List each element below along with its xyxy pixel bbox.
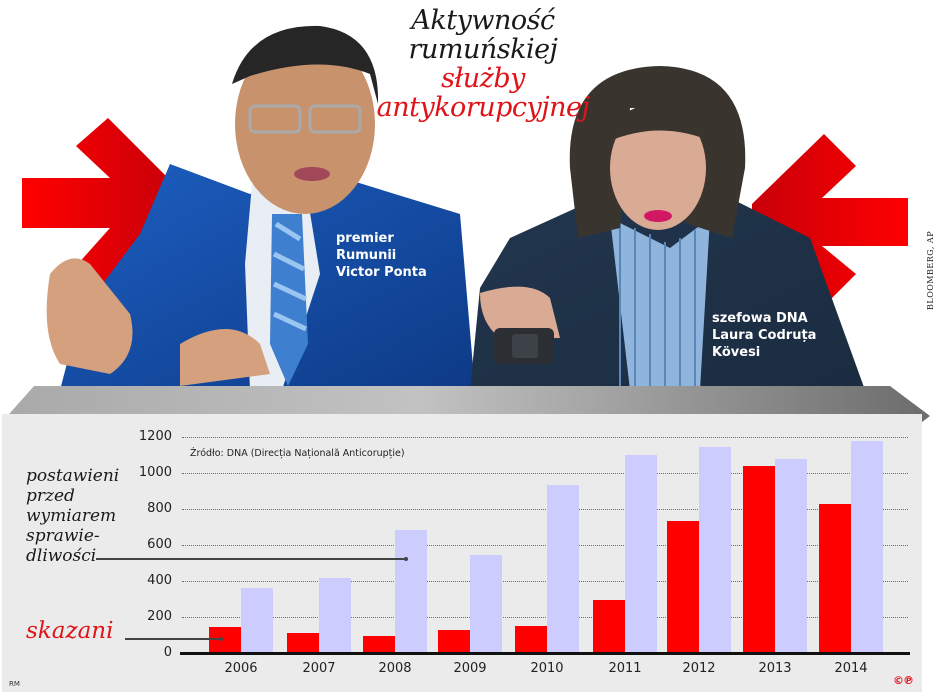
- caption-line: Rumunii: [336, 248, 397, 263]
- bar-skazani-2014: [819, 504, 851, 653]
- y-tick: 400: [147, 573, 172, 588]
- x-tick: 2010: [530, 661, 564, 676]
- caption-victor-ponta: premier Rumunii Victor Ponta: [336, 230, 427, 281]
- legend-line: postawieni: [26, 466, 120, 486]
- y-tick: 1200: [138, 429, 172, 444]
- legend-postawieni: postawieni przed wymiarem sprawie- dliwo…: [26, 466, 119, 566]
- y-tick: 200: [147, 609, 172, 624]
- photo-credit: BLOOMBERG, AP: [926, 230, 935, 310]
- bar-skazani-2008: [363, 636, 395, 653]
- bar-postawieni-2014: [851, 441, 883, 653]
- bar-postawieni-2010: [547, 485, 579, 653]
- leader-line-red: [125, 638, 222, 640]
- bar-skazani-2012: [667, 521, 699, 653]
- gridline-1000: [182, 473, 908, 474]
- x-tick: 2013: [758, 661, 792, 676]
- caption-line: premier: [336, 231, 394, 246]
- caption-laura-kovesi: szefowa DNA Laura Codruța Kövesi: [712, 310, 816, 361]
- page-title: Aktywność rumuńskiej służby antykorupcyj…: [368, 6, 598, 122]
- y-tick: 800: [147, 501, 172, 516]
- gridline-800: [182, 509, 908, 510]
- bar-skazani-2013: [743, 466, 775, 653]
- legend-line: dliwości: [26, 546, 97, 566]
- gridline-600: [182, 545, 908, 546]
- bar-skazani-2009: [438, 630, 470, 653]
- x-tick: 2012: [682, 661, 716, 676]
- bar-postawieni-2006: [241, 588, 273, 653]
- leader-dot-red: [219, 637, 223, 641]
- x-tick: 2014: [834, 661, 868, 676]
- gridline-1200: [182, 437, 908, 438]
- y-tick: 1000: [138, 465, 172, 480]
- photo-victor-ponta: [46, 25, 475, 390]
- caption-line: szefowa DNA: [712, 311, 808, 326]
- source-note: Źródło: DNA (Direcția Națională Anticoru…: [190, 448, 405, 459]
- y-tick: 0: [163, 645, 172, 660]
- title-line-3: służby: [441, 63, 525, 94]
- bar-postawieni-2008: [395, 530, 427, 653]
- x-tick: 2011: [608, 661, 642, 676]
- bar-postawieni-2012: [699, 447, 731, 653]
- bar-postawieni-2013: [775, 459, 807, 653]
- leader-line-blue: [96, 558, 406, 560]
- caption-line: Laura Codruța: [712, 328, 817, 343]
- bar-postawieni-2011: [625, 455, 657, 653]
- title-line-2: rumuńskiej: [408, 34, 558, 65]
- gridline-400: [182, 581, 908, 582]
- legend-line: przed: [26, 486, 75, 506]
- photo-laura-kovesi: [470, 66, 865, 390]
- x-tick: 2009: [453, 661, 487, 676]
- title-line-4: antykorupcyjnej: [376, 92, 590, 123]
- x-tick: 2007: [302, 661, 336, 676]
- legend-line: sprawie-: [26, 526, 100, 546]
- bar-skazani-2011: [593, 600, 625, 653]
- legend-skazani: skazani: [26, 618, 114, 644]
- platform-top: [2, 386, 930, 422]
- leader-dot-blue: [404, 557, 408, 561]
- legend-line: wymiarem: [26, 506, 117, 526]
- bar-skazani-2007: [287, 633, 319, 653]
- caption-line: Victor Ponta: [336, 265, 427, 280]
- caption-line: Kövesi: [712, 345, 761, 360]
- bar-skazani-2010: [515, 626, 547, 653]
- bar-postawieni-2007: [319, 578, 351, 653]
- title-line-1: Aktywność: [411, 5, 555, 36]
- copyright-icon: ©℗: [893, 674, 914, 687]
- x-tick: 2008: [378, 661, 412, 676]
- bar-postawieni-2009: [470, 555, 502, 653]
- bar-skazani-2006: [209, 627, 241, 653]
- y-tick: 600: [147, 537, 172, 552]
- x-tick: 2006: [224, 661, 258, 676]
- gridline-200: [182, 617, 908, 618]
- x-axis: [180, 652, 910, 655]
- author-initials: RM: [9, 680, 20, 688]
